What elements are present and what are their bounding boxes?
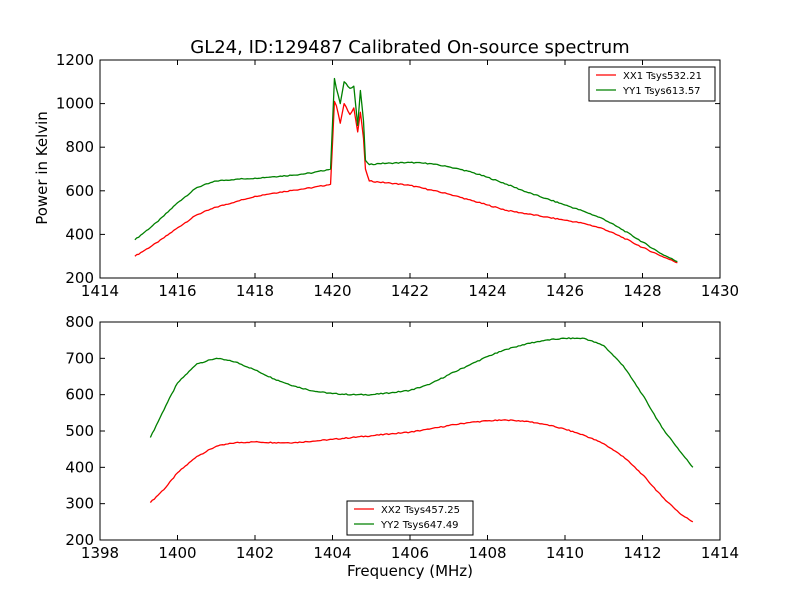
bottom-series-line-2 — [149, 337, 694, 468]
top-legend-label: XX1 Tsys532.21 — [623, 71, 702, 82]
top-x-tick-label: 1422 — [391, 282, 429, 300]
bottom-x-tick-label: 1398 — [81, 544, 119, 562]
bottom-y-tick-label: 600 — [65, 386, 94, 404]
top-plot: 1414 1416 1418 1420 1422 1424 1426 1428 1430 200 4… — [56, 51, 739, 300]
top-x-tick-label: 1426 — [546, 282, 584, 300]
top-x-tick-label: 1416 — [158, 282, 196, 300]
bottom-x-tick-label: 1408 — [468, 544, 506, 562]
top-x-tick-label: 1424 — [468, 282, 506, 300]
bottom-y-tick-label: 700 — [65, 349, 94, 367]
top-y-tick-label: 200 — [65, 269, 94, 287]
bottom-x-tick-label: 1404 — [313, 544, 351, 562]
top-y-tick-label: 800 — [65, 138, 94, 156]
bottom-legend-label: YY2 Tsys647.49 — [380, 520, 459, 531]
top-series-line-2 — [134, 77, 678, 263]
top-legend-box — [588, 66, 716, 102]
chart-title: GL24, ID:129487 Calibrated On-source spe… — [190, 37, 629, 58]
bottom-y-tick-label: 300 — [65, 495, 94, 513]
top-x-tick-label: 1430 — [701, 282, 739, 300]
bottom-plot: 1398 1400 1402 1404 1406 1408 1410 1412 1414 200 3… — [65, 313, 739, 562]
top-y-tick-label: 1000 — [56, 95, 94, 113]
top-y-axis-label: Power in Kelvin — [33, 111, 51, 225]
bottom-y-tick-label: 400 — [65, 458, 94, 476]
bottom-y-tick-label: 200 — [65, 531, 94, 549]
bottom-y-tick-label: 500 — [65, 422, 94, 440]
bottom-legend-box — [346, 500, 474, 536]
top-x-tick-label: 1420 — [313, 282, 351, 300]
bottom-legend: XX2 Tsys457.25 YY2 Tsys647.49 — [346, 500, 474, 536]
bottom-y-tick-label: 800 — [65, 313, 94, 331]
top-legend: XX1 Tsys532.21 YY1 Tsys613.57 — [588, 66, 716, 102]
bottom-x-tick-label: 1414 — [701, 544, 739, 562]
bottom-series-line-1 — [149, 419, 694, 523]
bottom-x-tick-label: 1402 — [236, 544, 274, 562]
bottom-x-tick-label: 1410 — [546, 544, 584, 562]
top-x-tick-label: 1414 — [81, 282, 119, 300]
top-series-line-1 — [134, 100, 678, 264]
bottom-x-tick-label: 1406 — [391, 544, 429, 562]
x-axis-label: Frequency (MHz) — [347, 562, 473, 580]
bottom-x-tick-label: 1400 — [158, 544, 196, 562]
top-x-tick-label: 1428 — [623, 282, 661, 300]
top-y-tick-label: 1200 — [56, 51, 94, 69]
bottom-x-tick-label: 1412 — [623, 544, 661, 562]
top-x-tick-label: 1418 — [236, 282, 274, 300]
top-legend-label: YY1 Tsys613.57 — [622, 86, 701, 97]
bottom-legend-label: XX2 Tsys457.25 — [381, 505, 460, 516]
top-y-tick-label: 600 — [65, 182, 94, 200]
top-y-tick-label: 400 — [65, 225, 94, 243]
